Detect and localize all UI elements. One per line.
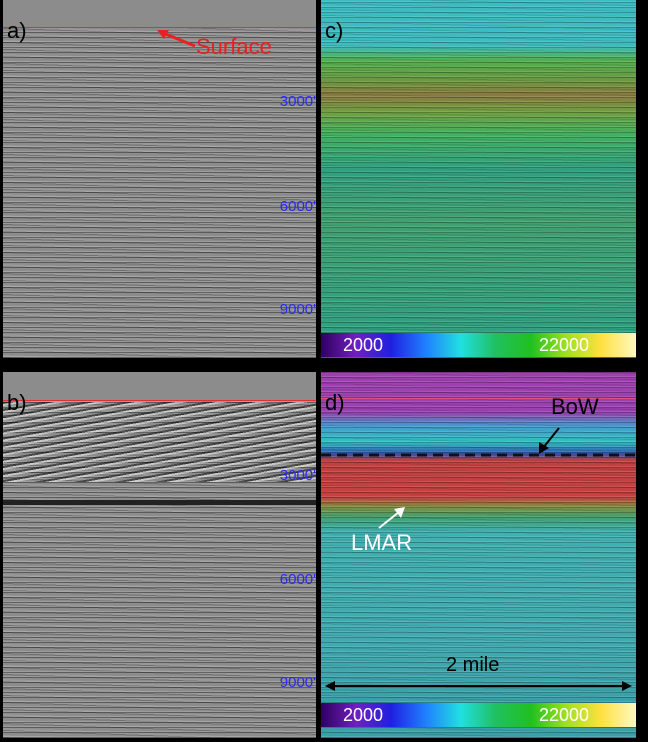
air — [3, 0, 316, 28]
colorbar: 2000 22000 — [321, 703, 636, 727]
arrows — [321, 427, 636, 691]
panel-label: d) — [325, 390, 345, 415]
depth-label: 9000' — [279, 674, 316, 691]
depth-label: 3000' — [279, 467, 316, 484]
colorbar-min: 2000 — [343, 335, 384, 355]
surface-line — [321, 398, 636, 399]
panel-c: c) 2000 22000 — [321, 0, 636, 358]
surface-line — [3, 400, 316, 401]
annotation-bow: BoW — [551, 394, 599, 419]
surface-line — [3, 27, 316, 28]
colorbar-min: 2000 — [343, 705, 384, 725]
panel-d: d) BoW LMAR 2 mile 2000 22000 — [321, 372, 636, 738]
panel-a: a) 3000' 6000' 9000' Surface — [3, 0, 316, 358]
colorbar-max: 22000 — [539, 705, 590, 725]
colorbar: 2000 22000 — [321, 333, 636, 357]
depth-label: 6000' — [279, 571, 316, 588]
annotation-lmar: LMAR — [351, 530, 413, 555]
colorbar-max: 22000 — [539, 335, 590, 355]
annotation-scale: 2 mile — [446, 654, 500, 676]
depth-label: 9000' — [279, 301, 316, 318]
surface-line — [321, 27, 636, 28]
panel-label: a) — [7, 18, 27, 43]
panel-b: b) 3000' 6000' 9000' — [3, 372, 316, 738]
chaotic-zone — [3, 402, 316, 482]
texture — [321, 0, 636, 358]
texture — [321, 372, 636, 738]
arrow — [157, 30, 196, 48]
depth-label: 3000' — [279, 93, 316, 110]
annotation: Surface — [196, 34, 272, 59]
panel-label: c) — [325, 18, 344, 43]
panel-label: b) — [7, 390, 27, 415]
reflector — [3, 500, 316, 505]
air — [3, 372, 316, 400]
depth-label: 6000' — [279, 198, 316, 215]
